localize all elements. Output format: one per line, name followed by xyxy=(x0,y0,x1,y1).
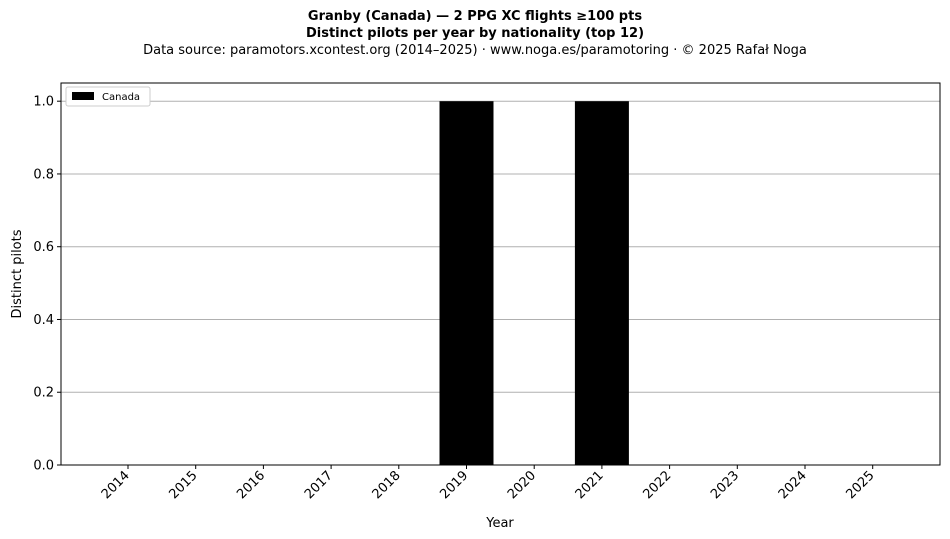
x-tick-label: 2022 xyxy=(640,468,674,502)
y-tick-label: 0.8 xyxy=(33,167,54,182)
x-tick-label: 2021 xyxy=(573,468,607,502)
chart-subtitle: Distinct pilots per year by nationality … xyxy=(305,26,645,41)
y-axis-label: Distinct pilots xyxy=(10,229,25,318)
x-tick-label: 2019 xyxy=(437,468,471,502)
y-axis-ticks: 0.0 0.2 0.4 0.6 0.8 1.0 xyxy=(33,95,61,474)
legend-label-canada: Canada xyxy=(102,92,140,103)
x-tick-label: 2015 xyxy=(167,468,201,502)
legend: Canada xyxy=(65,86,151,107)
x-axis-label: Year xyxy=(485,516,514,531)
bar-canada-2019 xyxy=(439,101,494,465)
y-tick-label: 0.2 xyxy=(33,386,54,401)
x-tick-label: 2024 xyxy=(776,468,810,502)
gridlines xyxy=(61,100,940,466)
x-tick-label: 2023 xyxy=(708,468,742,502)
x-tick-label: 2020 xyxy=(505,468,539,502)
legend-swatch-canada xyxy=(72,92,94,100)
x-tick-label: 2018 xyxy=(370,468,404,502)
x-tick-label: 2017 xyxy=(302,468,336,502)
y-tick-label: 0.0 xyxy=(33,459,54,474)
chart-source-note: Data source: paramotors.xcontest.org (20… xyxy=(143,43,807,58)
y-tick-label: 0.4 xyxy=(33,313,54,328)
x-tick-label: 2025 xyxy=(844,468,878,502)
bars-group xyxy=(439,101,629,465)
bar-canada-2021 xyxy=(574,101,629,465)
plot-frame xyxy=(60,82,941,466)
chart-title: Granby (Canada) — 2 PPG XC flights ≥100 … xyxy=(307,9,643,24)
x-tick-label: 2014 xyxy=(99,468,133,502)
y-tick-label: 0.6 xyxy=(33,240,54,255)
legend-box xyxy=(65,86,151,107)
chart-title-block: Granby (Canada) — 2 PPG XC flights ≥100 … xyxy=(0,8,950,60)
x-axis-ticks: 2014 2015 2016 2017 2018 2019 2020 2021 2022 2023… xyxy=(99,465,878,502)
y-tick-label: 1.0 xyxy=(33,95,54,110)
x-tick-label: 2016 xyxy=(234,468,268,502)
